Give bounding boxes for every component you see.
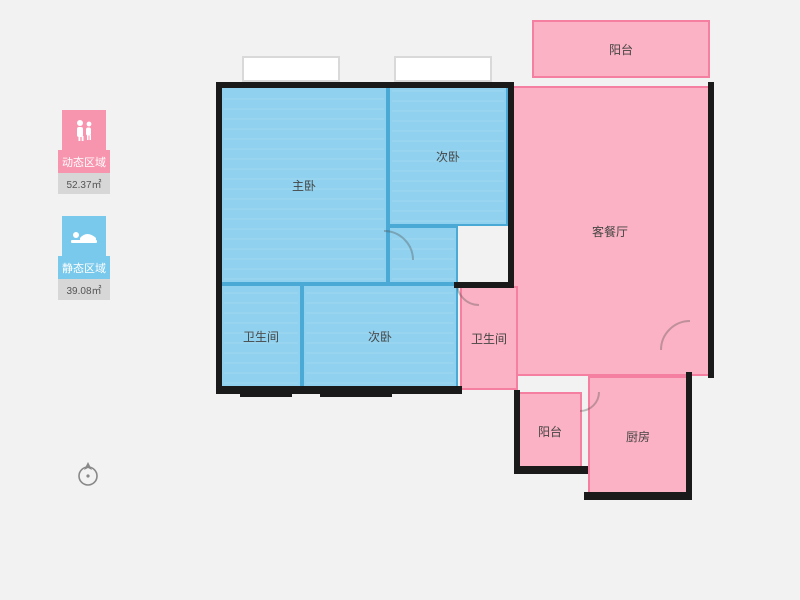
wall — [708, 82, 714, 378]
wall — [454, 282, 514, 288]
room-label: 次卧 — [436, 148, 460, 165]
wall — [508, 82, 514, 288]
room-second1: 次卧 — [388, 86, 508, 226]
room-balcony-top: 阳台 — [532, 20, 710, 78]
wall — [320, 394, 392, 397]
wall — [686, 372, 692, 498]
room-label: 阳台 — [538, 423, 562, 440]
room-balcony-small: 阳台 — [518, 392, 582, 470]
wall — [216, 82, 222, 392]
room-label: 阳台 — [609, 41, 633, 58]
legend-static: 静态区域 39.08㎡ — [58, 216, 110, 300]
legend-dynamic: 动态区域 52.37㎡ — [58, 110, 110, 194]
room-label: 卫生间 — [471, 330, 507, 347]
room-kitchen: 厨房 — [588, 376, 688, 496]
window-inset — [394, 56, 492, 82]
wall — [584, 492, 692, 500]
room-label: 客餐厅 — [592, 223, 628, 240]
room-master: 主卧 — [220, 86, 388, 284]
legend-static-value: 39.08㎡ — [58, 279, 110, 300]
room-label: 主卧 — [292, 177, 316, 194]
sleep-icon — [62, 216, 106, 256]
people-icon — [62, 110, 106, 150]
wall — [216, 386, 460, 394]
compass-icon — [74, 460, 102, 488]
wall — [240, 394, 292, 397]
room-label: 卫生间 — [243, 328, 279, 345]
legend-static-title: 静态区域 — [58, 256, 110, 279]
room-bath-left: 卫生间 — [220, 284, 302, 388]
wall — [514, 390, 520, 470]
floor-plan: 阳台 客餐厅 卫生间 阳台 厨房 主卧 次卧 卫生间 次卧 — [200, 20, 760, 560]
room-label: 次卧 — [368, 328, 392, 345]
legend: 动态区域 52.37㎡ 静态区域 39.08㎡ — [58, 110, 110, 322]
room-second2: 次卧 — [302, 284, 458, 388]
window-inset — [242, 56, 340, 82]
wall — [216, 82, 512, 88]
wall — [514, 466, 588, 474]
legend-dynamic-title: 动态区域 — [58, 150, 110, 173]
wall — [454, 386, 462, 394]
legend-dynamic-value: 52.37㎡ — [58, 173, 110, 194]
room-label: 厨房 — [626, 428, 650, 445]
